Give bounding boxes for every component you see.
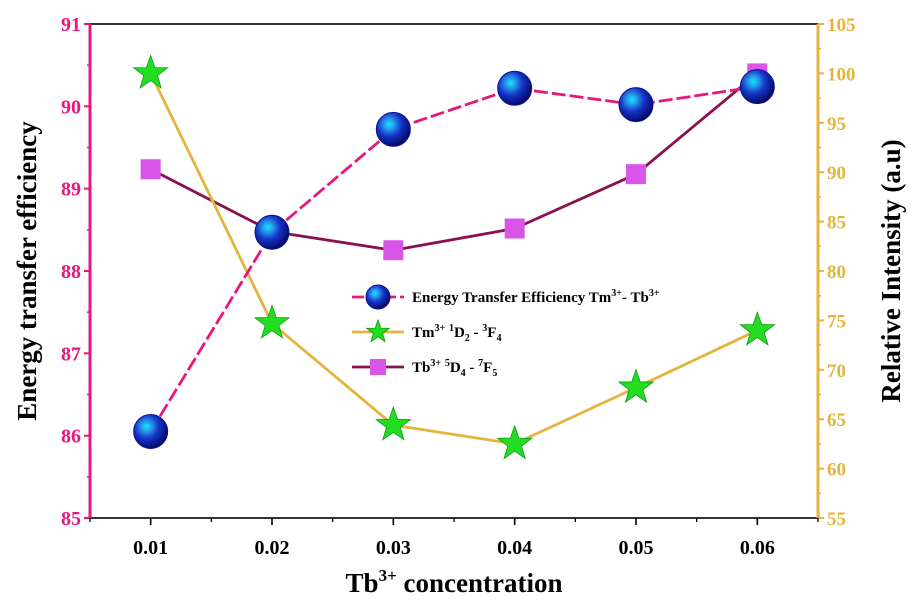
x-axis-title-base: Tb: [346, 568, 379, 598]
y-left-tick-label: 88: [61, 261, 81, 283]
sphere-marker: [739, 69, 775, 105]
y-left-tick-label: 86: [61, 426, 81, 448]
legend: Energy Transfer Efficiency Tm3+- Tb3+ Tm3…: [352, 284, 660, 379]
series-lines: [149, 72, 759, 446]
y-right-tick-label: 85: [827, 213, 846, 234]
square-marker: [626, 164, 646, 185]
x-tick-label: 0.04: [497, 537, 532, 559]
y-right-tick-label: 105: [827, 15, 856, 36]
sphere-marker: [618, 87, 654, 123]
legend-label-sphere: Energy Transfer Efficiency Tm3+- Tb3+: [412, 288, 660, 306]
square-marker: [140, 159, 161, 180]
y-right-tick-label: 80: [827, 262, 846, 283]
x-tick-label: 0.02: [255, 537, 290, 559]
square-marker: [383, 240, 404, 261]
series-line-square: [150, 72, 759, 252]
y-right-tick-label: 65: [827, 410, 846, 431]
star-marker: [253, 304, 291, 339]
square-marker: [370, 359, 386, 375]
x-axis-title: Tb3+ concentration: [346, 566, 563, 598]
y-right-tick-label: 75: [827, 311, 846, 332]
square-marker: [504, 218, 525, 239]
series-line-star: [149, 72, 758, 446]
star-marker: [132, 54, 169, 89]
y-left-tick-label: 89: [61, 179, 81, 201]
right-ticks: 55 60 65 70 75 80 85 90 95 100 105: [818, 15, 856, 530]
y-right-tick-label: 55: [827, 509, 846, 530]
sphere-marker: [375, 111, 411, 147]
sphere-marker: [497, 70, 533, 106]
y-axis-left-title: Energy transfer efficiency: [12, 121, 42, 421]
star-marker: [617, 368, 655, 404]
y-left-tick-label: 85: [61, 508, 81, 530]
legend-label-square: Tb3+ 5D4 - 7F5: [412, 358, 497, 379]
y-right-tick-label: 95: [827, 114, 846, 135]
star-marker: [739, 311, 776, 346]
star-marker: [375, 405, 412, 441]
x-ticks: 0.01 0.02 0.03 0.04 0.05 0.06: [89, 518, 819, 559]
x-tick-label: 0.01: [133, 537, 168, 559]
y-axis-right-title: Relative Intensity (a.u): [876, 139, 906, 402]
plot-frame: [89, 23, 819, 519]
sphere-marker: [254, 214, 290, 250]
y-left-tick-label: 90: [61, 96, 81, 118]
y-right-tick-label: 100: [827, 64, 856, 85]
left-ticks: 85 86 87 88 89 90 91: [61, 14, 90, 530]
y-left-tick-label: 87: [61, 343, 81, 365]
legend-label-star: Tm3+ 1D2 - 3F4: [412, 323, 501, 344]
y-right-tick-label: 70: [827, 361, 846, 382]
y-right-tick-label: 60: [827, 460, 846, 481]
x-axis-title-rest: concentration: [397, 568, 563, 598]
sphere-marker: [133, 414, 169, 450]
x-tick-label: 0.03: [376, 537, 411, 559]
x-tick-label: 0.05: [619, 537, 654, 559]
star-marker: [496, 424, 533, 460]
x-tick-label: 0.06: [740, 537, 775, 559]
series-markers: [132, 54, 776, 460]
y-right-tick-label: 90: [827, 163, 846, 184]
star-marker: [365, 318, 391, 343]
x-axis-title-sup: 3+: [379, 566, 397, 585]
y-left-tick-label: 91: [61, 14, 81, 36]
series-line-sphere: [149, 85, 758, 433]
sphere-marker: [365, 284, 391, 310]
